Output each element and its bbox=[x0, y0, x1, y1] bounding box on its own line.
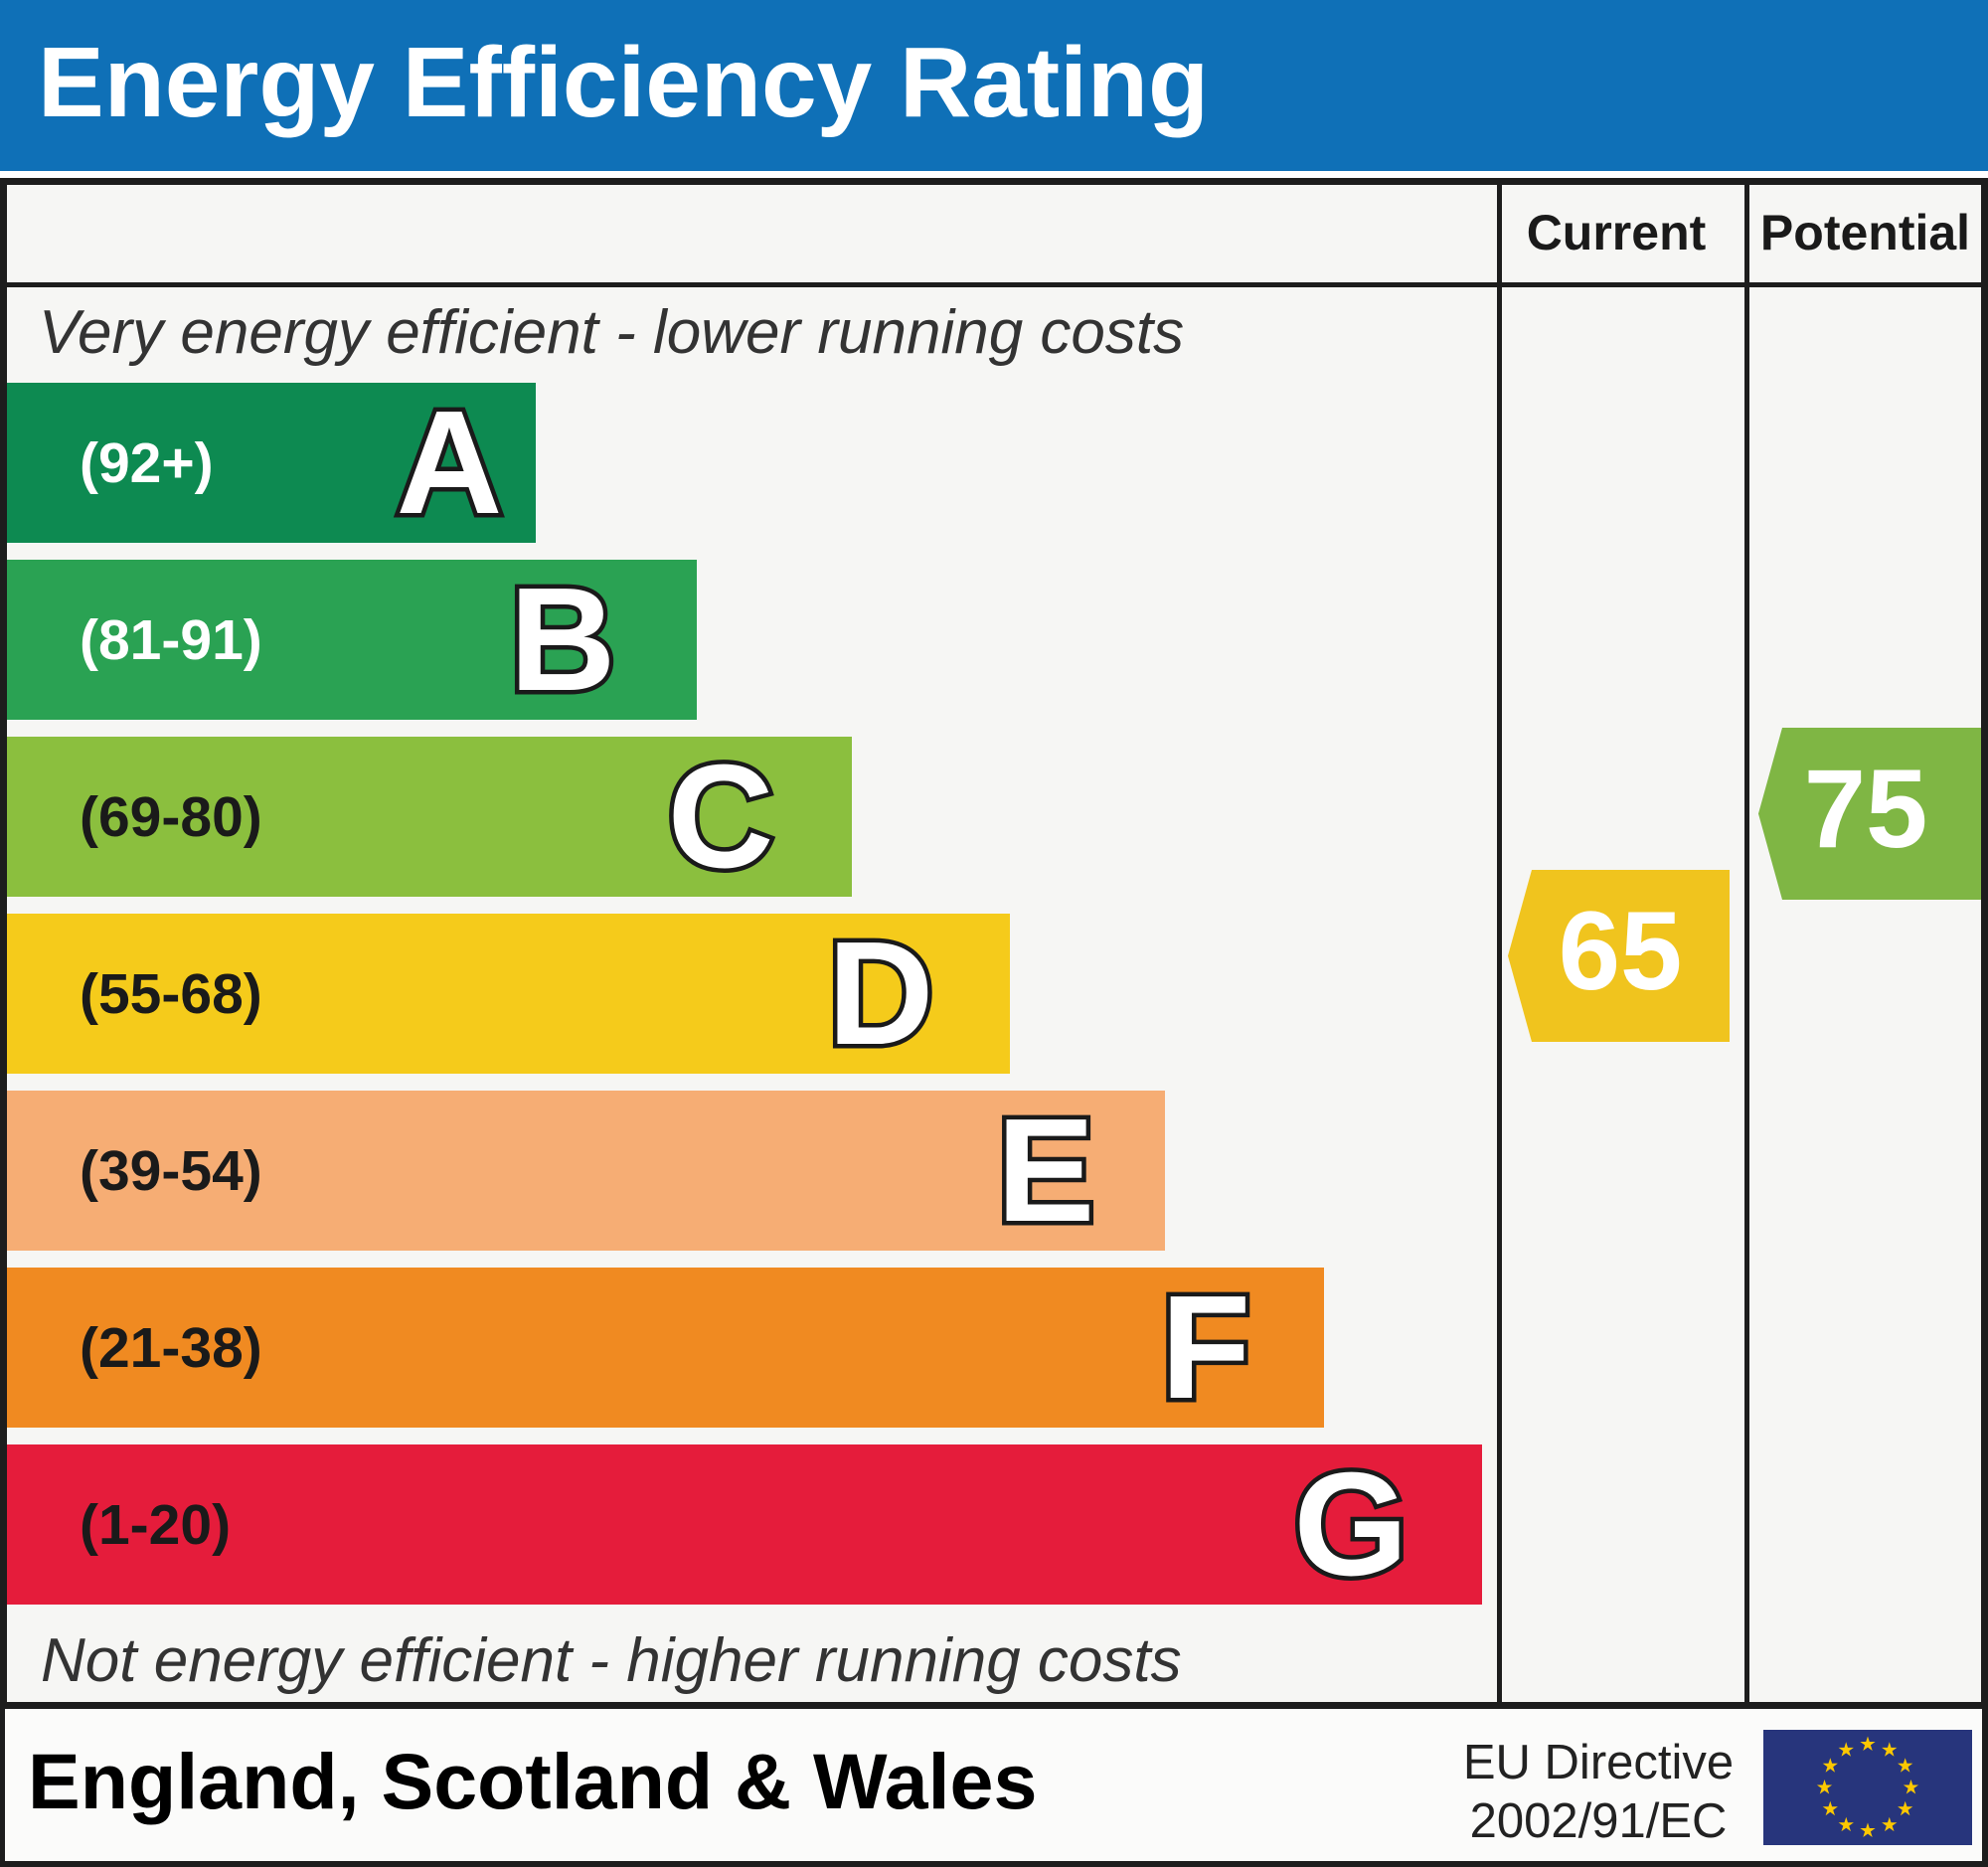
svg-text:E: E bbox=[997, 1089, 1095, 1253]
svg-text:B: B bbox=[510, 558, 616, 722]
svg-text:D: D bbox=[828, 912, 934, 1076]
svg-text:F: F bbox=[1161, 1266, 1250, 1430]
svg-text:C: C bbox=[668, 735, 774, 899]
svg-text:65: 65 bbox=[1559, 889, 1683, 1013]
svg-text:75: 75 bbox=[1804, 747, 1928, 871]
svg-text:A: A bbox=[397, 381, 503, 545]
svg-text:G: G bbox=[1293, 1443, 1408, 1607]
